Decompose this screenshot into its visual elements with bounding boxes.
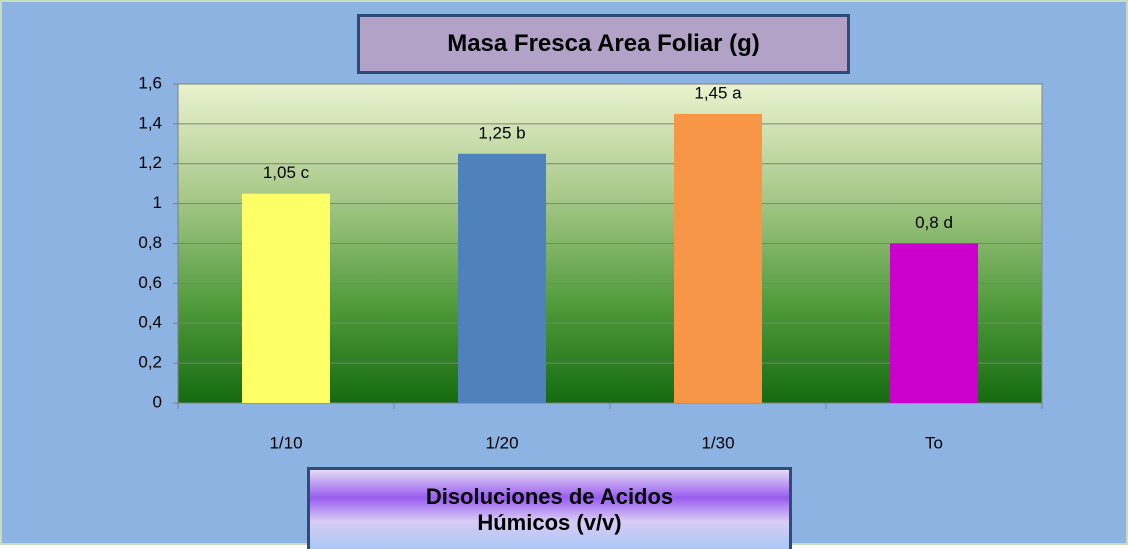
- x-tick-label: 1/20: [485, 433, 518, 452]
- bar: [242, 193, 330, 403]
- bar: [674, 113, 762, 403]
- y-tick-label: 0,6: [138, 273, 162, 292]
- data-label: 1,25 b: [478, 123, 525, 142]
- bar: [890, 243, 978, 403]
- y-tick-label: 0,8: [138, 233, 162, 252]
- y-tick-label: 1,4: [138, 113, 162, 132]
- y-tick-label: 1: [153, 193, 162, 212]
- y-tick-label: 1,2: [138, 153, 162, 172]
- x-axis-title: Disoluciones de Acidos Húmicos (v/v): [307, 467, 792, 549]
- data-label: 0,8 d: [915, 213, 953, 232]
- y-tick-label: 0: [153, 392, 162, 411]
- y-tick-label: 1,6: [138, 73, 162, 92]
- data-label: 1,45 a: [694, 83, 742, 102]
- y-tick-label: 0,4: [138, 313, 162, 332]
- chart-title: Masa Fresca Area Foliar (g): [357, 14, 850, 74]
- bar: [458, 153, 546, 403]
- y-tick-label: 0,2: [138, 353, 162, 372]
- x-tick-label: 1/30: [701, 433, 734, 452]
- x-tick-label: To: [925, 433, 943, 452]
- data-label: 1,05 c: [263, 163, 310, 182]
- x-tick-label: 1/10: [269, 433, 302, 452]
